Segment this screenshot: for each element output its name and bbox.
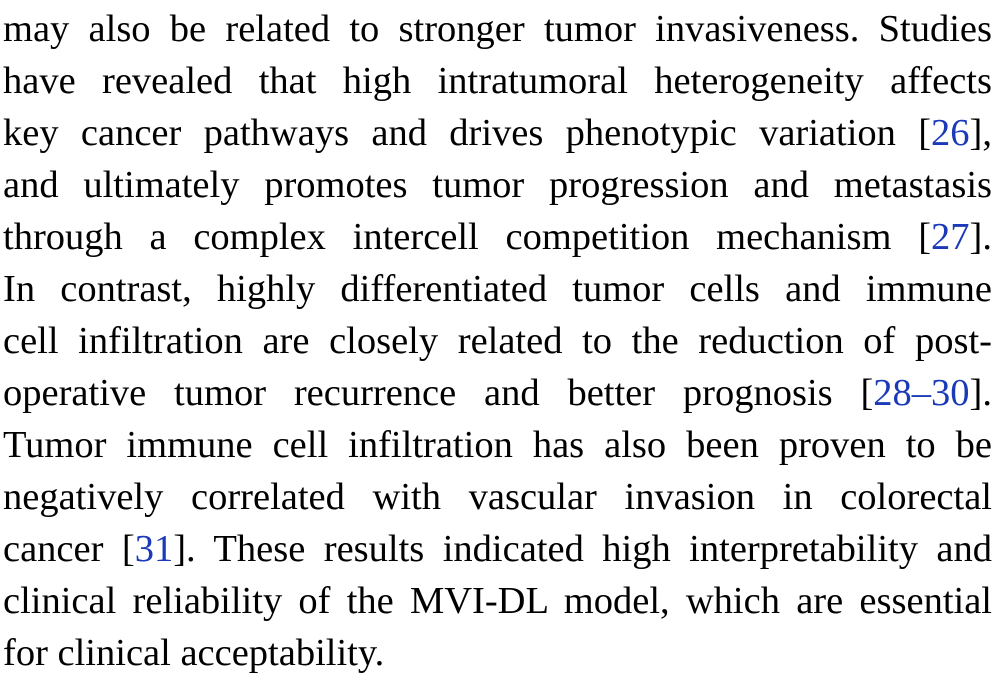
- text-run: have revealed that high intratumoral het…: [3, 60, 992, 102]
- paragraph-line: and ultimately promotes tumor progressio…: [3, 159, 992, 211]
- text-run: operative tumor recurrence and better pr…: [3, 372, 874, 414]
- body-paragraph: may also be related to stronger tumor in…: [3, 3, 992, 679]
- text-run: may also be related to stronger tumor in…: [3, 8, 992, 50]
- text-run: negatively correlated with vascular inva…: [3, 476, 992, 518]
- paragraph-line: key cancer pathways and drives phenotypi…: [3, 107, 992, 159]
- text-run: clinical reliability of the MVI-DL model…: [3, 580, 992, 622]
- text-run: cell infiltration are closely related to…: [3, 320, 992, 362]
- text-run: ]. These results indicated high interpre…: [173, 528, 992, 570]
- text-run: Tumor immune cell infiltration has also …: [3, 424, 992, 466]
- paragraph-line: negatively correlated with vascular inva…: [3, 471, 992, 523]
- citation-link-28-30[interactable]: 28–30: [873, 372, 970, 414]
- text-run: ].: [969, 372, 992, 414]
- paragraph-line: have revealed that high intratumoral het…: [3, 55, 992, 107]
- text-run: and ultimately promotes tumor progressio…: [3, 164, 992, 206]
- paragraph-line: Tumor immune cell infiltration has also …: [3, 419, 992, 471]
- text-run: through a complex intercell competition …: [3, 216, 932, 258]
- citation-link-31[interactable]: 31: [134, 528, 174, 570]
- text-run: ],: [969, 112, 992, 154]
- citation-link-26[interactable]: 26: [931, 112, 970, 154]
- paragraph-line: may also be related to stronger tumor in…: [3, 3, 992, 55]
- paragraph-line: for clinical acceptability.: [3, 627, 992, 679]
- paragraph-line: operative tumor recurrence and better pr…: [3, 367, 992, 419]
- text-run: In contrast, highly differentiated tumor…: [3, 268, 992, 310]
- text-run: cancer [: [3, 528, 135, 570]
- text-run: ].: [969, 216, 992, 258]
- paragraph-line: In contrast, highly differentiated tumor…: [3, 263, 992, 315]
- paragraph-line: cancer [31]. These results indicated hig…: [3, 523, 992, 575]
- paragraph-line: through a complex intercell competition …: [3, 211, 992, 263]
- paragraph-line: clinical reliability of the MVI-DL model…: [3, 575, 992, 627]
- text-run: key cancer pathways and drives phenotypi…: [3, 112, 932, 154]
- paragraph-line: cell infiltration are closely related to…: [3, 315, 992, 367]
- citation-link-27[interactable]: 27: [931, 216, 970, 258]
- text-run: for clinical acceptability.: [3, 632, 385, 674]
